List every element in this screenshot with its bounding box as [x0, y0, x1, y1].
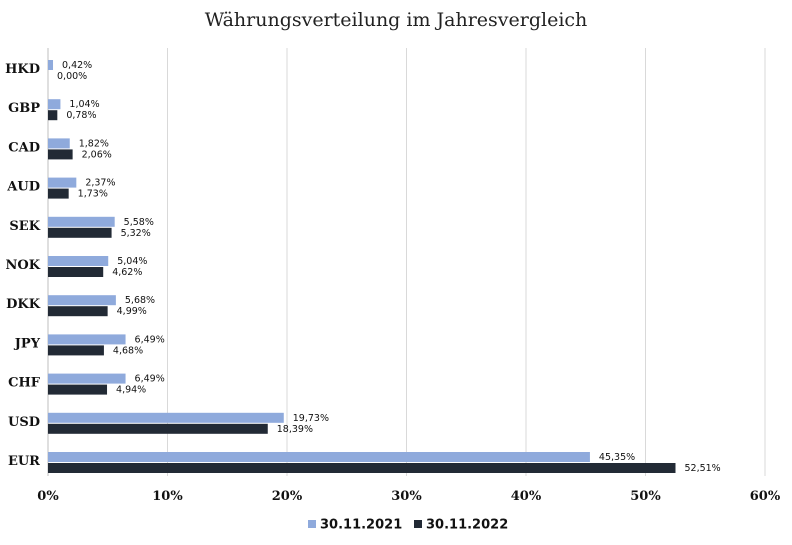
- data-label: 1,73%: [78, 189, 108, 200]
- gridlines: [47, 48, 766, 476]
- category-label: JPY: [14, 336, 41, 351]
- category-label: SEK: [9, 219, 40, 234]
- bar-aud-series-1: [48, 177, 77, 188]
- bar-eur-series-2: [48, 463, 676, 473]
- data-label: 19,73%: [293, 413, 329, 424]
- bar-chf-series-2: [48, 384, 108, 395]
- data-label: 5,04%: [117, 256, 147, 267]
- bar-sek-series-2: [48, 227, 112, 238]
- category-label: HKD: [5, 62, 40, 77]
- x-tick-label: 20%: [272, 489, 303, 504]
- bar-cad-series-1: [48, 138, 70, 149]
- data-label: 1,04%: [69, 99, 99, 110]
- category-label: USD: [8, 415, 40, 430]
- bar-dkk-series-1: [48, 295, 116, 306]
- bar-chf-series-1: [48, 373, 126, 384]
- category-label: NOK: [5, 258, 40, 273]
- data-label: 6,49%: [135, 334, 165, 345]
- category-label: EUR: [8, 454, 40, 469]
- data-label: 2,37%: [85, 178, 115, 189]
- data-label: 5,68%: [125, 295, 155, 306]
- data-label: 5,32%: [121, 228, 151, 239]
- data-label: 4,68%: [113, 345, 143, 356]
- category-label: CHF: [8, 376, 41, 391]
- data-label: 2,06%: [82, 149, 112, 160]
- bar-jpy-series-1: [48, 334, 126, 345]
- category-label: AUD: [6, 180, 40, 195]
- category-label: CAD: [8, 140, 40, 155]
- data-label: 0,42%: [62, 60, 92, 71]
- category-axis: HKD GBP CAD AUD SEK NOK DKK JPY CHF USD EUR: [5, 62, 41, 469]
- chart-title: Währungsverteilung im Jahresvergleich: [205, 9, 588, 31]
- bar-gbp-series-1: [48, 99, 61, 110]
- x-tick-label: 60%: [750, 489, 781, 504]
- x-tick-label: 0%: [37, 489, 59, 504]
- bar-aud-series-2: [48, 188, 69, 199]
- data-label: 0,00%: [57, 71, 87, 82]
- bar-cad-series-2: [48, 149, 73, 160]
- legend: 30.11.2021 30.11.2022: [308, 518, 508, 533]
- value-axis: 0% 10% 20% 30% 40% 50% 60%: [37, 489, 781, 504]
- bar-sek-series-1: [48, 216, 115, 227]
- data-label: 45,35%: [599, 452, 635, 463]
- data-label: 0,78%: [66, 110, 96, 121]
- bar-nok-series-2: [48, 267, 104, 277]
- category-label: GBP: [8, 101, 40, 116]
- legend-swatch: [308, 520, 316, 528]
- bar-jpy-series-2: [48, 345, 104, 356]
- data-label: 4,99%: [117, 306, 147, 317]
- data-label: 1,82%: [79, 138, 109, 149]
- data-label: 18,39%: [277, 424, 313, 435]
- legend-label: 30.11.2022: [426, 518, 508, 533]
- bar-gbp-series-2: [48, 110, 58, 121]
- data-label: 4,94%: [116, 385, 146, 396]
- bar-usd-series-2: [48, 423, 268, 434]
- bar-usd-series-1: [48, 412, 284, 423]
- category-label: DKK: [6, 297, 41, 312]
- bars: [48, 60, 676, 473]
- bar-nok-series-1: [48, 256, 109, 266]
- x-tick-label: 10%: [152, 489, 183, 504]
- x-tick-label: 30%: [391, 489, 422, 504]
- data-labels: 0,42%0,00% 1,04%0,78% 1,82%2,06% 2,37%1,73%…: [57, 60, 721, 474]
- data-label: 4,62%: [112, 267, 142, 278]
- data-label: 5,58%: [124, 217, 154, 228]
- bar-dkk-series-2: [48, 306, 108, 317]
- legend-label: 30.11.2021: [320, 518, 402, 533]
- data-label: 6,49%: [135, 374, 165, 385]
- legend-swatch: [414, 520, 422, 528]
- bar-eur-series-1: [48, 452, 590, 462]
- x-tick-label: 40%: [511, 489, 542, 504]
- data-label: 52,51%: [684, 463, 720, 474]
- x-tick-label: 50%: [630, 489, 661, 504]
- bar-hkd-series-1: [48, 60, 54, 70]
